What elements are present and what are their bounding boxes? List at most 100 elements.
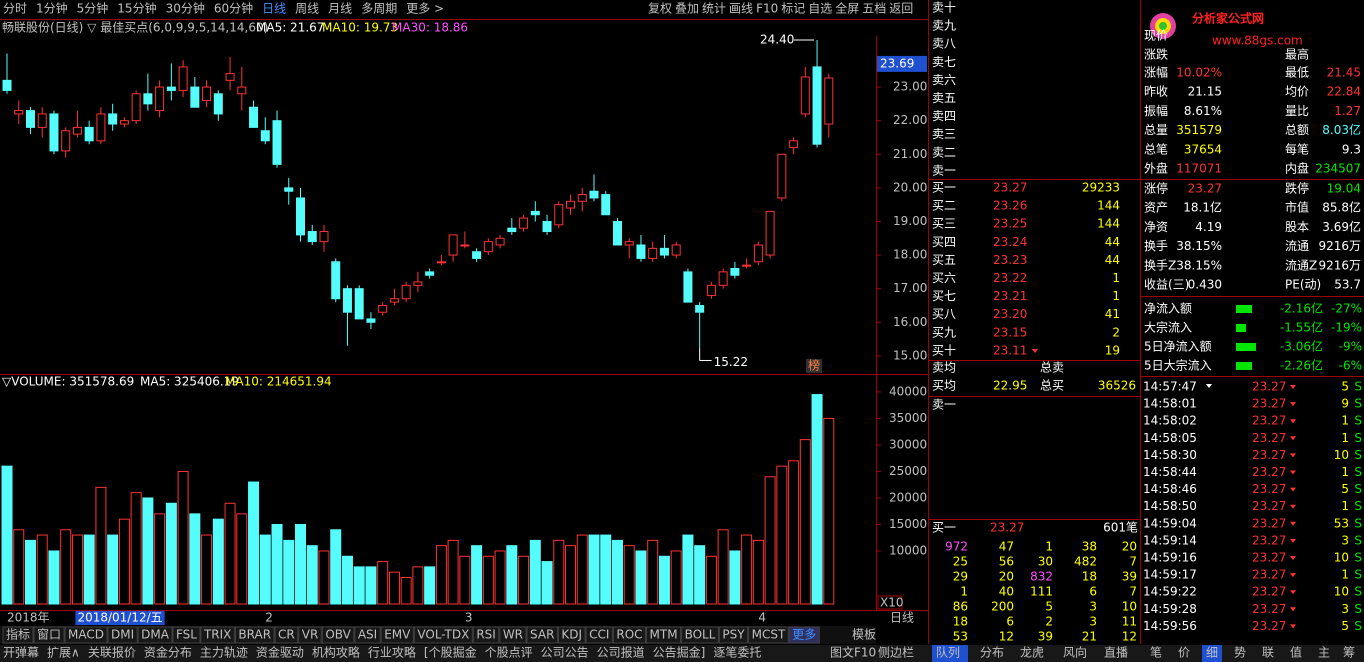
ma-label: MA5: 325406.19 [140,375,239,389]
ma-label: MA10: 214651.94 [225,375,332,389]
volume-bar [741,534,753,605]
indicator-tab[interactable]: WR [503,628,523,642]
indicator-tab[interactable]: DMI [111,628,134,642]
panel-tab[interactable]: 势 [1234,646,1246,660]
indicator-tab[interactable]: ROC [616,628,642,642]
candle-body [425,271,435,276]
indicator-tab[interactable]: DMA [141,628,170,642]
status-button[interactable]: 公告掘金] [653,645,706,660]
status-button[interactable]: 公司公告 [541,646,589,660]
period-button[interactable]: 60分钟 [214,1,253,16]
queue-buy-label: 买一 [932,521,956,535]
trade-volume: 5 [1341,380,1349,394]
tool-button[interactable]: 自选 [808,2,832,16]
tool-button[interactable]: 画线 [729,2,753,16]
status-button[interactable]: [个股掘金 [424,645,477,660]
period-button[interactable]: 分时 [3,2,27,16]
panel-tab[interactable]: 风向 [1063,645,1087,660]
tool-button[interactable]: 全屏 [835,1,859,16]
period-button[interactable]: 30分钟 [166,1,205,16]
panel-tab[interactable]: 龙虎 [1020,646,1044,660]
indicator-tab[interactable]: VR [302,628,319,642]
tool-button[interactable]: 标记 [781,2,805,16]
status-button[interactable]: 行业攻略 [368,645,416,660]
tool-button[interactable]: F10 [756,2,778,16]
tool-button[interactable]: 返回 [889,2,913,16]
indicator-tab[interactable]: PSY [722,628,745,642]
status-button[interactable]: 机构攻略 [312,645,360,660]
status-button[interactable]: 个股点评 [485,646,533,660]
indicator-tab[interactable]: CR [278,628,295,642]
stat-value: 23.27 [1188,182,1222,196]
indicator-tab[interactable]: OBV [325,628,351,642]
tool-button[interactable]: 五档 [862,2,886,16]
indicator-tab[interactable]: VOL-TDX [417,628,469,642]
indicator-tab[interactable]: MCST [752,628,786,642]
status-button[interactable]: 公司报道 [597,645,645,660]
panel-tab[interactable]: 主 [1318,646,1330,660]
status-button[interactable]: 资金分布 [144,645,192,660]
frame [0,0,1364,644]
candle-body [495,237,505,246]
indicator-tab[interactable]: SAR [530,628,554,642]
indicator-tab[interactable]: BOLL [685,628,716,642]
status-button[interactable]: 逐笔委托 [713,645,761,660]
period-button[interactable]: 1分钟 [36,1,68,16]
panel-tab[interactable]: 图文F10 [830,645,876,660]
candle-body [178,66,188,91]
trade-time: 14:59:28 [1143,602,1197,616]
indicator-tab[interactable]: MACD [68,628,104,642]
candle-body [378,304,388,313]
period-button[interactable]: 周线 [295,2,319,16]
status-button[interactable]: 关联报价 [88,645,136,660]
indicator-tab[interactable]: 窗口 [37,628,61,642]
panel-tab[interactable]: 分布 [980,646,1004,660]
template-button[interactable]: 模板 [852,628,876,642]
indicator-tab[interactable]: RSI [476,628,496,642]
indicator-tab[interactable]: BRAR [238,628,271,642]
volume-bar [588,534,600,605]
panel-tab[interactable]: 侧边栏 [878,645,914,660]
status-button[interactable]: 主力轨迹 [200,646,248,660]
queue-order: 11 [1122,615,1137,629]
volume-bar [776,465,788,605]
tool-button[interactable]: 统计 [702,2,726,16]
period-button[interactable]: 15分钟 [117,1,156,16]
indicator-tab[interactable]: MTM [650,628,678,642]
candle-body [730,268,740,276]
down-arrow [1290,402,1296,407]
panel-tab[interactable]: 筹 [1343,646,1355,660]
indicator-tab[interactable]: CCI [589,628,609,642]
panel-tab[interactable]: 值 [1290,645,1302,660]
panel-tab[interactable]: 直播 [1104,646,1128,660]
indicator-tab[interactable]: TRIX [203,628,231,642]
indicator-tab[interactable]: KDJ [561,628,582,642]
period-button[interactable]: 日线 [262,2,286,16]
period-button[interactable]: 多周期 [361,2,397,16]
tool-button[interactable]: 复权 [648,2,672,16]
trade-price: 23.27 [1252,602,1286,616]
trade-time: 14:59:14 [1143,533,1197,547]
volume-bar [154,513,166,605]
tool-button[interactable]: 叠加 [675,2,699,16]
indicator-tab[interactable]: ASI [358,628,377,642]
status-button[interactable]: 开弹幕 [3,646,39,660]
indicator-tab[interactable]: FSL [176,628,197,642]
indicator-tab[interactable]: 指标 [6,627,30,642]
period-button[interactable]: 5分钟 [77,1,109,16]
period-button[interactable]: 更多 > [406,2,444,16]
panel-tab[interactable]: 价 [1178,646,1190,660]
status-button[interactable]: 扩展∧ [47,646,80,660]
panel-tab[interactable]: 联 [1262,646,1274,660]
volume-bar [248,481,260,605]
y-tick-label: 20.00 [893,180,927,194]
indicator-tab[interactable]: 更多 [792,628,816,642]
panel-tab[interactable]: 细 [1206,646,1218,660]
period-button[interactable]: 月线 [328,2,352,16]
volume-bar [271,523,283,605]
indicator-tab[interactable]: EMV [384,628,411,642]
panel-tab[interactable]: 队列 [936,645,960,660]
volume-bar [83,534,95,605]
status-button[interactable]: 资金驱动 [256,645,304,660]
panel-tab[interactable]: 笔 [1150,645,1162,660]
